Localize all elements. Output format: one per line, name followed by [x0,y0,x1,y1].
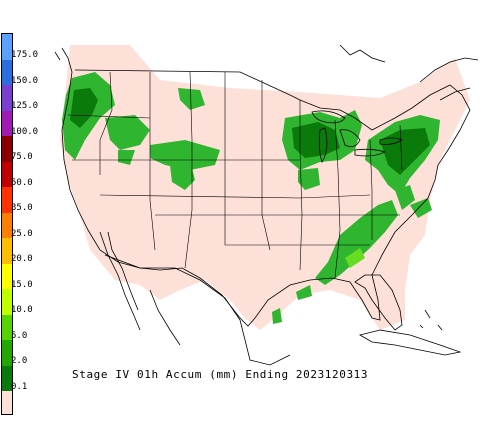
precip-southeast [315,200,398,285]
precip-mid-atlantic [395,185,415,210]
precip-carolina-coast [410,198,432,218]
legend-label: 2.0 [11,356,28,366]
legend-label: 15.0 [11,279,33,290]
legend-label: 35.0 [11,203,33,213]
legend-label: 100.0 [11,126,39,137]
legend-swatch [2,340,12,366]
bahamas [419,309,443,331]
canada-border [74,69,291,96]
legend-swatch [2,110,12,136]
legend-label: 5.0 [11,330,28,341]
precip-texas-coast [272,308,282,324]
florida [354,274,403,331]
precip-wyoming [150,140,220,170]
legend-label: 20.0 [11,254,33,264]
legend-swatch [2,161,12,187]
legend-color-bar [1,33,13,415]
legend-label: 125.0 [11,101,39,111]
legend-swatch [2,59,12,85]
boundaries [54,44,479,366]
map-caption: Stage IV 01h Accum (mm) Ending 202312031… [72,368,369,381]
legend-label: 50.0 [11,177,33,188]
legend-swatch-none [2,391,12,414]
mexico-coast [149,289,291,366]
precip-utah [170,160,195,190]
precip-idaho [105,115,150,150]
legend-swatch [2,136,12,162]
legend-swatch [2,238,12,264]
cuba [358,329,462,356]
precip-southeast-bright [345,248,365,268]
state-lines [67,71,403,279]
legend-label: 25.0 [11,228,33,239]
mexico-border [104,254,241,321]
legend-swatch [2,187,12,213]
precip-areas [62,72,440,324]
conus-land [60,45,470,330]
legend-swatch [2,85,12,111]
legend-label: 10.0 [11,305,33,315]
great-lakes [311,110,403,163]
precip-northeast-core [380,128,430,175]
legend-swatch [2,34,12,60]
precip-illinois [298,168,320,190]
precip-nevada [118,150,135,165]
precip-great-lakes-core [292,122,340,158]
legend-swatch [2,314,12,340]
legend-swatch [2,289,12,315]
precip-pacific-nw-core [70,88,98,128]
baja-california [99,231,141,331]
legend-swatch [2,365,12,391]
legend-label: 175.0 [11,50,39,60]
precip-montana [178,88,205,110]
legend-label: 150.0 [11,75,39,86]
eastern-canada-coast [339,44,479,101]
western-canada-coast [54,47,73,73]
legend-label: 75.0 [11,152,33,162]
legend-swatch [2,263,12,289]
precip-gulf [296,285,312,300]
legend-label: 0.1 [11,381,28,392]
legend-swatch [2,212,12,238]
